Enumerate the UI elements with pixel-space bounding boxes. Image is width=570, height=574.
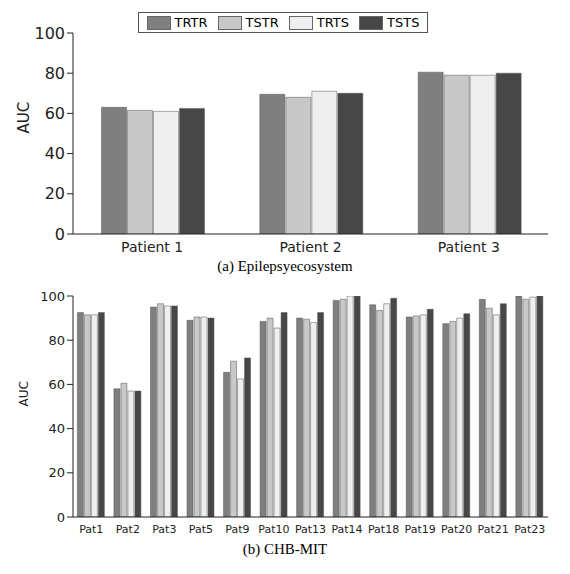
svg-text:AUC: AUC — [17, 381, 31, 406]
svg-text:Pat19: Pat19 — [405, 523, 436, 536]
svg-text:100: 100 — [34, 24, 65, 43]
svg-text:AUC: AUC — [15, 102, 33, 134]
svg-text:Pat18: Pat18 — [368, 523, 399, 536]
svg-text:Pat5: Pat5 — [189, 523, 213, 536]
svg-text:100: 100 — [40, 289, 65, 304]
svg-text:80: 80 — [45, 64, 65, 83]
svg-text:Pat3: Pat3 — [152, 523, 176, 536]
svg-text:40: 40 — [45, 144, 65, 163]
svg-text:Pat13: Pat13 — [295, 523, 326, 536]
html-text:TRTS: TRTS — [316, 15, 349, 30]
svg-text:Pat21: Pat21 — [478, 523, 509, 536]
html-text:(a) Epilepsyecosystem: (a) Epilepsyecosystem — [217, 258, 353, 274]
svg-text:Pat23: Pat23 — [514, 523, 545, 536]
svg-text:0: 0 — [55, 225, 65, 244]
svg-text:Pat2: Pat2 — [116, 523, 140, 536]
svg-text:60: 60 — [48, 377, 65, 392]
svg-text:20: 20 — [45, 184, 65, 203]
svg-text:60: 60 — [45, 104, 65, 123]
svg-text:Pat20: Pat20 — [441, 523, 472, 536]
svg-text:20: 20 — [48, 465, 65, 480]
svg-text:Pat14: Pat14 — [331, 523, 362, 536]
svg-text:40: 40 — [48, 421, 65, 436]
svg-text:Pat10: Pat10 — [258, 523, 289, 536]
html-text:TSTS: TSTS — [387, 15, 420, 30]
svg-text:Pat9: Pat9 — [225, 523, 249, 536]
html-text:TRTR: TRTR — [174, 15, 208, 30]
svg-text:Patient 1: Patient 1 — [121, 239, 183, 255]
svg-text:80: 80 — [48, 333, 65, 348]
svg-text:Pat1: Pat1 — [79, 523, 103, 536]
svg-text:0: 0 — [57, 510, 65, 525]
svg-text:Patient 2: Patient 2 — [279, 239, 341, 255]
html-text:TSTR: TSTR — [245, 15, 279, 30]
html-text:(b) CHB-MIT: (b) CHB-MIT — [242, 541, 328, 557]
svg-text:Patient 3: Patient 3 — [438, 239, 500, 255]
